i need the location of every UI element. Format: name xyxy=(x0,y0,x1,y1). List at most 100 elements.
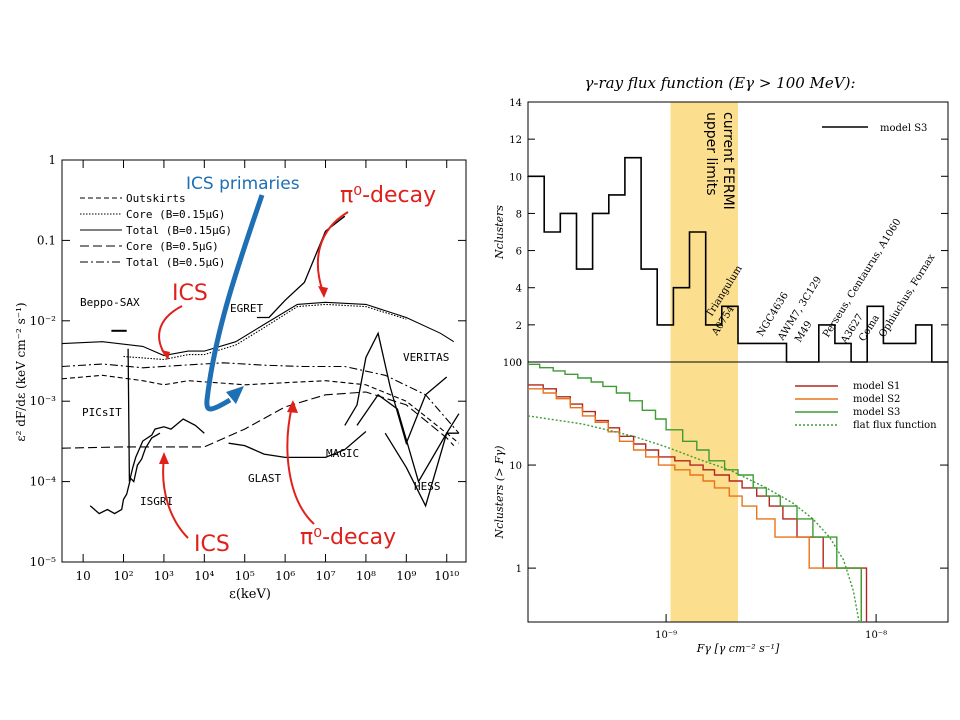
annotation-ics-top: ICS xyxy=(172,281,208,306)
label-egret: EGRET xyxy=(230,302,263,315)
label-hess: HESS xyxy=(414,480,441,493)
top-ytick-label: 10 xyxy=(509,172,522,183)
ics-bottom-arrowhead xyxy=(159,452,169,464)
left-axis-ticks: 10 10² 10³ 10⁴ 10⁵ 10⁶ 10⁷ 10⁸ 10⁹ 10¹⁰ 1 0.1 10⁻² 10… xyxy=(30,153,466,583)
top-legend-label: model S3 xyxy=(880,123,927,134)
instrument-curve xyxy=(344,331,448,446)
legend-label-s2: model S2 xyxy=(853,394,900,405)
bottom-xtick-label: 10⁻⁸ xyxy=(865,630,887,641)
left-xtick-label: 10⁵ xyxy=(235,569,255,583)
top-ytick-label: 2 xyxy=(516,321,522,332)
bottom-ytick-label: 10 xyxy=(509,461,522,472)
left-chart: 10 10² 10³ 10⁴ 10⁵ 10⁶ 10⁷ 10⁸ 10⁹ 10¹⁰ 1 0.1 10⁻² 10… xyxy=(14,153,467,602)
right-charts: γ-ray flux function (Eγ > 100 MeV): curr… xyxy=(493,74,949,655)
instrument-curve xyxy=(384,413,460,508)
pi0-top-arrow xyxy=(316,211,349,293)
bottom-ytick-label: 1 xyxy=(516,564,522,575)
instrument-labels: Beppo-SAX PICsIT ISGRI EGRET GLAST MAGIC… xyxy=(80,296,449,508)
bottom-ytick-label: 100 xyxy=(503,358,522,369)
left-xtick-label: 10³ xyxy=(154,569,174,583)
bottom-series-line xyxy=(528,384,868,622)
legend-label-outskirts: Outskirts xyxy=(126,192,186,205)
annotation-pi0-decay-top: π⁰-decay xyxy=(340,183,436,208)
instrument-curve xyxy=(89,432,161,515)
band-label-line2: upper limits xyxy=(703,112,719,196)
instrument-curve xyxy=(356,393,459,484)
legend-label-s1: model S1 xyxy=(853,381,900,392)
ics-top-arrow xyxy=(158,305,183,357)
left-ytick-label: 10⁻⁴ xyxy=(30,475,57,489)
top-histogram xyxy=(527,156,948,363)
left-xtick-label: 10⁸ xyxy=(356,569,376,583)
pi0-bottom-arrow xyxy=(286,405,315,525)
left-ytick-label: 1 xyxy=(48,153,56,167)
legend-label-total-015: Total (B=0.15μG) xyxy=(126,224,232,237)
bottom-series-line xyxy=(527,415,860,623)
bottom-ylabel: Nclusters (> Fγ) xyxy=(493,446,506,540)
bottom-series-line xyxy=(528,388,862,622)
ics-bottom-arrow xyxy=(162,457,189,539)
instrument-curve xyxy=(127,348,205,482)
ics-top-arrowhead xyxy=(161,350,170,360)
label-picsit: PICsIT xyxy=(82,406,122,419)
legend-label-total-05: Total (B=0.5μG) xyxy=(126,256,225,269)
bottom-legend: model S1 model S2 model S3 flat flux fun… xyxy=(795,381,937,431)
top-ytick-label: 12 xyxy=(509,135,522,146)
left-xlabel: ε(keV) xyxy=(229,587,271,602)
left-xtick-label: 10⁶ xyxy=(275,569,295,583)
ics-primaries-arrowhead xyxy=(226,386,244,404)
instrument-curve xyxy=(228,431,367,459)
band-label-line1: current FERMI xyxy=(720,112,736,210)
legend-label-s3: model S3 xyxy=(853,407,900,418)
label-magic: MAGIC xyxy=(326,447,359,460)
top-ytick-label: 14 xyxy=(509,98,522,109)
top-ylabel: Nclusters xyxy=(493,205,506,260)
annotation-ics-bottom: ICS xyxy=(194,532,230,557)
left-xtick-label: 10⁹ xyxy=(396,569,416,583)
annotation-ics-primaries: ICS primaries xyxy=(186,174,300,194)
left-plot-frame xyxy=(61,159,467,563)
top-ytick-label: 4 xyxy=(516,284,522,295)
legend-label-core-05: Core (B=0.5μG) xyxy=(126,240,219,253)
top-ytick-label: 0 xyxy=(516,358,522,369)
left-xtick-label: 10 xyxy=(75,569,90,583)
left-xtick-label: 10⁴ xyxy=(194,569,214,583)
left-ytick-label: 10⁻² xyxy=(30,314,57,328)
left-series-line xyxy=(61,301,455,357)
left-ylabel: ε² dF/dε (keV cm⁻² s⁻¹) xyxy=(14,302,28,441)
left-legend: Outskirts Core (B=0.15μG) Total (B=0.15μ… xyxy=(80,192,232,269)
bottom-series-line xyxy=(528,363,862,622)
left-xtick-label: 10¹⁰ xyxy=(434,569,459,583)
annotation-pi0-decay-bottom: π⁰-decay xyxy=(300,525,396,550)
left-series-line xyxy=(61,391,455,449)
left-ytick-label: 10⁻³ xyxy=(30,394,57,408)
right-title: γ-ray flux function (Eγ > 100 MeV): xyxy=(584,74,855,92)
label-veritas: VERITAS xyxy=(403,351,449,364)
legend-label-core-015: Core (B=0.15μG) xyxy=(126,208,225,221)
bottom-axis-ticks: 10⁻⁹ 10⁻⁸ 100 10 1 xyxy=(503,358,948,641)
legend-label-flat: flat flux function xyxy=(853,420,937,431)
left-xtick-label: 10² xyxy=(113,569,133,583)
bottom-plot-frame xyxy=(527,361,949,623)
top-ytick-label: 6 xyxy=(516,247,522,258)
top-histogram-step xyxy=(527,156,948,363)
bottom-xlabel: Fγ [γ cm⁻² s⁻¹] xyxy=(696,642,780,655)
pi0-bottom-arrowhead xyxy=(287,400,298,413)
cluster-label: Ophiuchus, Fornax xyxy=(877,252,937,339)
pi0-top-arrowhead xyxy=(318,286,328,298)
left-series-line xyxy=(61,374,460,444)
left-model-series xyxy=(61,301,460,449)
left-xtick-label: 10⁷ xyxy=(315,569,335,583)
top-ytick-label: 8 xyxy=(516,209,522,220)
left-ytick-label: 10⁻⁵ xyxy=(30,555,57,569)
label-isgri: ISGRI xyxy=(140,495,173,508)
label-beppo-sax: Beppo-SAX xyxy=(80,296,140,309)
left-series-line xyxy=(123,303,407,361)
ics-primaries-arrow xyxy=(204,194,265,412)
left-series-line xyxy=(61,362,460,434)
bottom-xtick-label: 10⁻⁹ xyxy=(655,630,677,641)
bottom-series xyxy=(527,363,868,623)
label-glast: GLAST xyxy=(248,472,281,485)
